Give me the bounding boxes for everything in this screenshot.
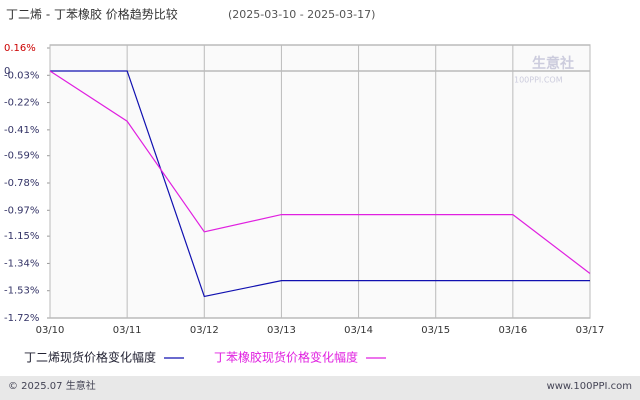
footer-right: www.100PPI.com bbox=[547, 381, 632, 392]
x-tick-label: 03/16 bbox=[498, 325, 527, 336]
series-line bbox=[50, 70, 590, 298]
y-tick-label: -1.72% bbox=[4, 313, 39, 324]
chart-subtitle: (2025-03-10 - 2025-03-17) bbox=[228, 8, 375, 21]
y-tick-label: -0.03% bbox=[4, 70, 39, 81]
legend-label: 丁二烯现货价格变化幅度 bbox=[24, 350, 156, 365]
y-tick-label: -0.97% bbox=[4, 205, 39, 216]
x-tick-label: 03/11 bbox=[113, 325, 142, 336]
y-tick-label: -1.53% bbox=[4, 286, 39, 297]
x-tick-label: 03/14 bbox=[344, 325, 373, 336]
footer-band bbox=[0, 376, 640, 400]
watermark: 生意社 bbox=[532, 55, 574, 72]
y-tick-label: -0.59% bbox=[4, 151, 39, 162]
y-tick-label: -0.22% bbox=[4, 98, 39, 109]
plot-area bbox=[49, 44, 591, 319]
y-tick-label: 0.16% bbox=[4, 43, 36, 54]
watermark-url: 100PPI.COM bbox=[514, 76, 563, 85]
footer-left: © 2025.07 生意社 bbox=[8, 379, 96, 392]
y-tick-label: 0 bbox=[4, 66, 10, 77]
x-tick-label: 03/17 bbox=[576, 325, 605, 336]
x-tick-label: 03/10 bbox=[36, 325, 65, 336]
x-tick-label: 03/12 bbox=[190, 325, 219, 336]
legend-label: 丁苯橡胶现货价格变化幅度 bbox=[214, 350, 358, 365]
chart-title: 丁二烯 - 丁苯橡胶 价格趋势比较 bbox=[6, 7, 178, 22]
series-line bbox=[49, 70, 591, 274]
y-tick-label: -0.78% bbox=[4, 178, 39, 189]
y-tick-label: -0.41% bbox=[4, 125, 39, 136]
x-tick-label: 03/15 bbox=[421, 325, 450, 336]
y-tick-label: -1.34% bbox=[4, 258, 39, 269]
x-tick-label: 03/13 bbox=[267, 325, 296, 336]
y-tick-label: -1.15% bbox=[4, 231, 39, 242]
